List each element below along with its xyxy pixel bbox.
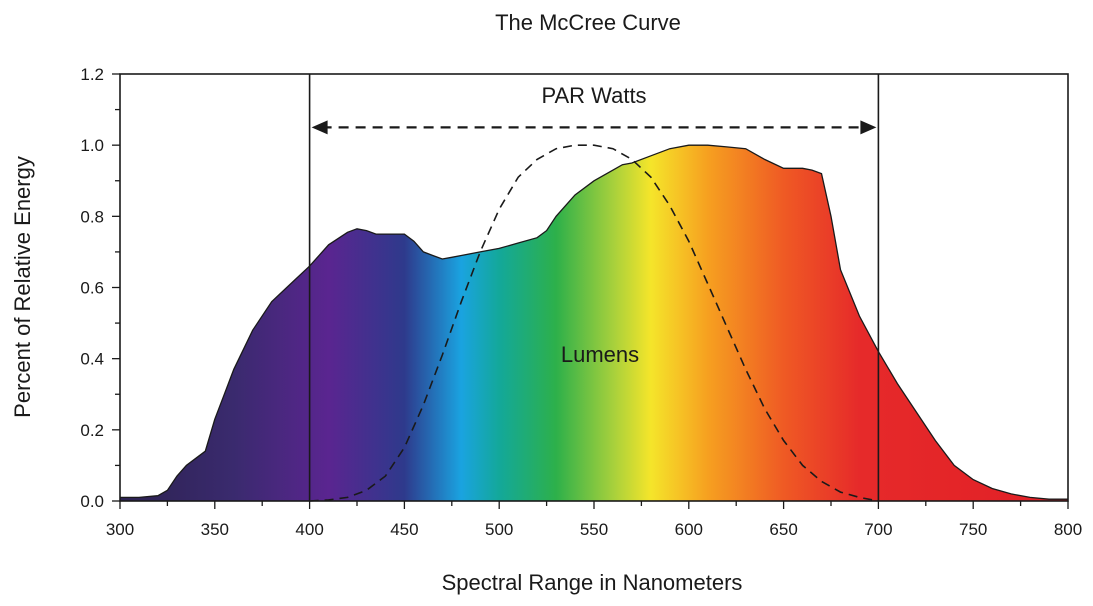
x-tick-label: 750 [959,520,987,539]
y-tick-label: 0.0 [80,492,104,511]
x-tick-label: 350 [201,520,229,539]
x-tick-label: 400 [295,520,323,539]
y-axis-label: Percent of Relative Energy [10,156,35,418]
spectrum-area [120,145,1068,501]
x-tick-label: 700 [864,520,892,539]
par-arrow-right-head [860,120,877,135]
x-tick-label: 300 [106,520,134,539]
y-tick-label: 0.8 [80,207,104,226]
y-tick-label: 0.4 [80,350,104,369]
axis-ticks: 300 350 400 450 500 550 600 650 700 750 800 0.0 0.2 0… [80,65,1082,539]
plot-area [119,73,1069,502]
par-arrow-left-head [311,120,328,135]
x-tick-label: 450 [390,520,418,539]
x-tick-label: 800 [1054,520,1082,539]
chart-title: The McCree Curve [495,10,681,35]
y-tick-label: 0.6 [80,279,104,298]
lumens-curve [309,144,879,502]
x-tick-label: 650 [769,520,797,539]
y-tick-label: 0.2 [80,421,104,440]
y-tick-label: 1.2 [80,65,104,84]
par-watts-label: PAR Watts [541,83,646,108]
spectrum-outline [120,144,1068,500]
x-axis-label: Spectral Range in Nanometers [442,570,743,595]
x-tick-label: 550 [580,520,608,539]
y-tick-label: 1.0 [80,136,104,155]
x-tick-label: 600 [675,520,703,539]
x-tick-label: 500 [485,520,513,539]
lumens-label: Lumens [561,342,639,367]
